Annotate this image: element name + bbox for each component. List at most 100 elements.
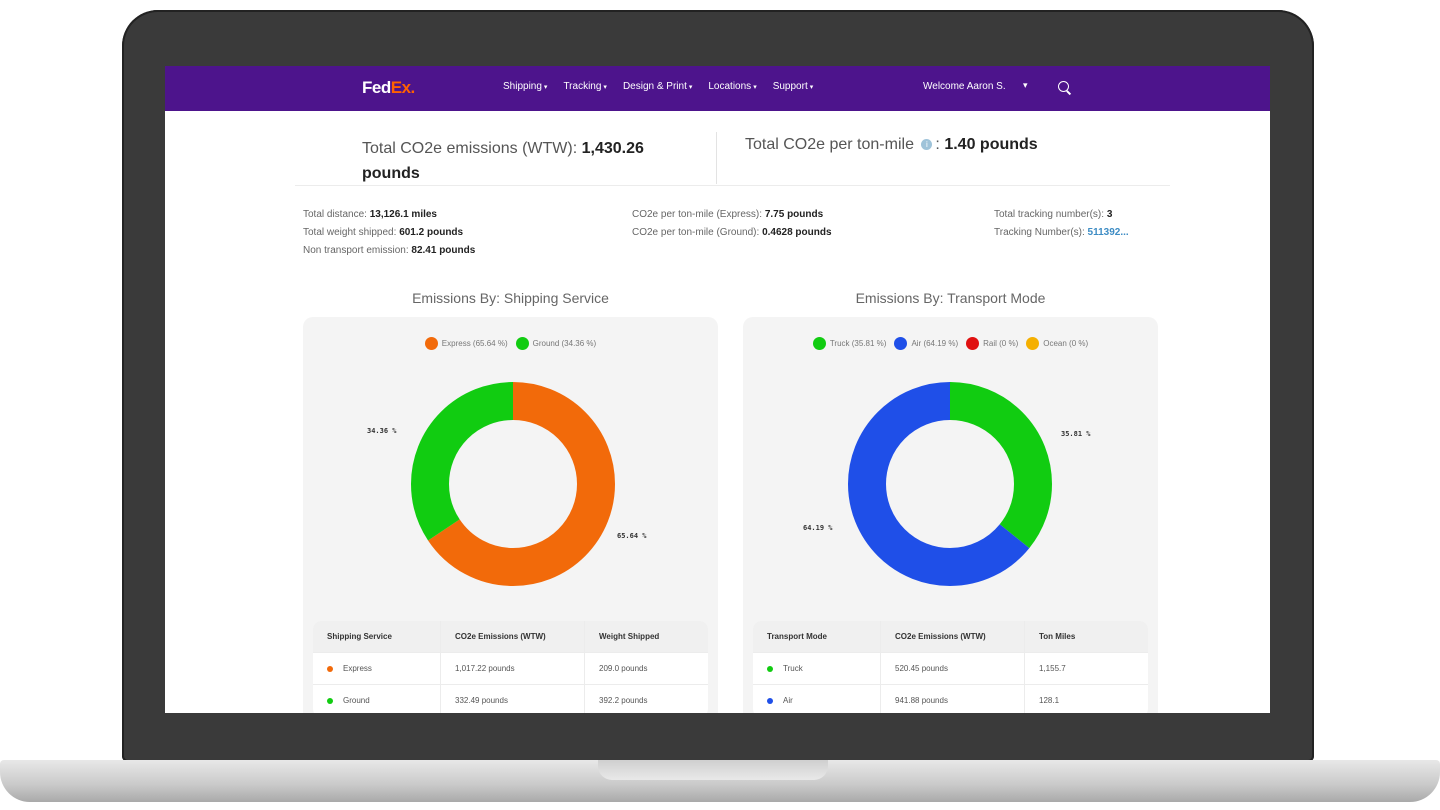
stat-ground: CO2e per ton-mile (Ground): 0.4628 pound… [632, 224, 832, 242]
row-emissions: 941.88 pounds [881, 685, 1025, 713]
shipping-legend: Express (65.64 %) Ground (34.36 %) [303, 337, 718, 350]
table-row[interactable]: Air 941.88 pounds 128.1 [753, 685, 1148, 713]
legend-item-air[interactable]: Air (64.19 %) [894, 337, 958, 350]
legend-swatch-truck [812, 337, 826, 350]
per-ton-mile: Total CO2e per ton-mile i: 1.40 pounds [745, 136, 1038, 154]
total-emissions-label: Total CO2e emissions (WTW): [362, 140, 578, 157]
stat-tracking-count-value: 3 [1106, 209, 1113, 220]
legend-item-ground[interactable]: Ground (34.36 %) [515, 337, 596, 350]
nav-support-label: Support [772, 81, 808, 92]
nav-shipping-label: Shipping [503, 81, 542, 92]
column-header[interactable]: Transport Mode [753, 621, 881, 652]
row-dot-icon [767, 697, 773, 704]
nav-shipping[interactable]: Shipping ▾ [503, 81, 547, 92]
summary-divider-line [295, 185, 1170, 186]
chevron-down-icon: ▾ [688, 84, 693, 91]
stat-express-label: CO2e per ton-mile (Express): [632, 209, 763, 220]
stat-tracking-numbers-label: Tracking Number(s): [994, 227, 1085, 238]
account-chevron-down-icon[interactable]: ▾ [1023, 80, 1028, 90]
column-header[interactable]: CO2e Emissions (WTW) [441, 621, 585, 652]
chevron-down-icon: ▾ [543, 84, 548, 91]
row-emissions: 332.49 pounds [441, 685, 585, 713]
row-mode-name: Air [783, 696, 793, 705]
nav-tracking[interactable]: Tracking ▾ [563, 81, 607, 92]
row-mode-name: Truck [783, 664, 803, 673]
stats-left: Total distance: 13,126.1 miles Total wei… [303, 206, 475, 260]
chevron-down-icon: ▾ [753, 84, 757, 91]
legend-swatch-air [894, 337, 908, 350]
stat-tracking-count-label: Total tracking number(s): [994, 209, 1105, 220]
row-weight: 392.2 pounds [599, 696, 648, 705]
row-ton-miles: 128.1 [1039, 696, 1060, 705]
per-ton-mile-label: Total CO2e per ton-mile [745, 136, 914, 153]
chevron-down-icon: ▾ [603, 84, 607, 91]
shipping-chart-title: Emissions By: Shipping Service [412, 290, 609, 306]
stat-express-value: 7.75 pounds [764, 209, 824, 220]
stat-ground-value: 0.4628 pounds [762, 227, 832, 238]
logo-fed: Fed [362, 78, 391, 97]
legend-label-rail: Rail (0 %) [983, 339, 1019, 348]
table-header: Transport Mode CO2e Emissions (WTW) Ton … [753, 621, 1148, 653]
total-emissions: Total CO2e emissions (WTW): 1,430.26 pou… [362, 136, 692, 186]
row-service: Express [313, 653, 441, 684]
info-icon[interactable]: i [921, 139, 933, 151]
stat-distance-value: 13,126.1 miles [369, 209, 437, 220]
fedex-logo[interactable]: FedEx. [362, 78, 415, 98]
summary-divider [716, 132, 717, 184]
donut-slice-ground[interactable] [411, 382, 615, 586]
row-dot-icon [327, 697, 333, 704]
legend-item-ocean[interactable]: Ocean (0 %) [1026, 337, 1088, 350]
nav-locations[interactable]: Locations ▾ [708, 81, 756, 92]
donut-slice-air[interactable] [848, 382, 1052, 586]
per-ton-mile-separator: : [935, 136, 940, 153]
shipping-donut-chart [411, 382, 615, 586]
search-icon[interactable] [1058, 81, 1069, 92]
stat-weight-label: Total weight shipped: [303, 227, 397, 238]
column-header[interactable]: Weight Shipped [599, 632, 660, 641]
nav-design-print-label: Design & Print [622, 81, 687, 92]
row-weight: 209.0 pounds [599, 664, 648, 673]
welcome-user[interactable]: Welcome Aaron S. [923, 81, 1006, 92]
row-service-name: Express [343, 664, 372, 673]
row-dot-icon [327, 665, 333, 672]
total-emissions-unit: pounds [362, 165, 420, 182]
legend-item-express[interactable]: Express (65.64 %) [424, 337, 508, 350]
stat-non-transport-label: Non transport emission: [303, 245, 409, 256]
nav-tracking-label: Tracking [563, 81, 602, 92]
data-label-truck: 35.81 % [1061, 430, 1091, 438]
stat-tracking-numbers: Tracking Number(s): 511392... [994, 224, 1129, 242]
legend-item-rail[interactable]: Rail (0 %) [966, 337, 1018, 350]
table-row[interactable]: Ground 332.49 pounds 392.2 pounds [313, 685, 708, 713]
transport-chart-title: Emissions By: Transport Mode [855, 290, 1046, 306]
row-emissions: 1,017.22 pounds [441, 653, 585, 684]
legend-swatch-ground [515, 337, 529, 350]
transport-table: Transport Mode CO2e Emissions (WTW) Ton … [753, 621, 1148, 713]
row-mode: Truck [753, 653, 881, 684]
data-label-air: 64.19 % [803, 524, 833, 532]
stat-distance-label: Total distance: [303, 209, 367, 220]
column-header[interactable]: Ton Miles [1039, 632, 1076, 641]
column-header[interactable]: CO2e Emissions (WTW) [881, 621, 1025, 652]
laptop-notch [598, 760, 828, 780]
logo-ex: Ex. [390, 78, 416, 97]
per-ton-mile-value: 1.40 pounds [944, 136, 1038, 153]
top-navbar: FedEx. Shipping ▾ Tracking ▾ Design & Prin… [165, 66, 1270, 111]
stat-non-transport-value: 82.41 pounds [411, 245, 476, 256]
table-row[interactable]: Truck 520.45 pounds 1,155.7 [753, 653, 1148, 685]
nav-support[interactable]: Support ▾ [773, 81, 814, 92]
table-row[interactable]: Express 1,017.22 pounds 209.0 pounds [313, 653, 708, 685]
tracking-number-link[interactable]: 511392... [1087, 227, 1129, 238]
stat-weight: Total weight shipped: 601.2 pounds [303, 224, 475, 242]
transport-chart-card: Truck (35.81 %) Air (64.19 %) Rail (0 %)… [743, 317, 1158, 713]
chevron-down-icon: ▾ [809, 84, 814, 91]
row-ton-miles: 1,155.7 [1039, 664, 1066, 673]
legend-item-truck[interactable]: Truck (35.81 %) [812, 337, 886, 350]
stat-tracking-count: Total tracking number(s): 3 [994, 206, 1129, 224]
column-header[interactable]: Shipping Service [313, 621, 441, 652]
nav-design-print[interactable]: Design & Print ▾ [623, 81, 692, 92]
legend-swatch-rail [966, 337, 980, 350]
shipping-table: Shipping Service CO2e Emissions (WTW) We… [313, 621, 708, 713]
nav-links: Shipping ▾ Tracking ▾ Design & Print ▾ Loca… [503, 81, 813, 92]
stat-non-transport: Non transport emission: 82.41 pounds [303, 242, 475, 260]
legend-swatch-express [424, 337, 438, 350]
